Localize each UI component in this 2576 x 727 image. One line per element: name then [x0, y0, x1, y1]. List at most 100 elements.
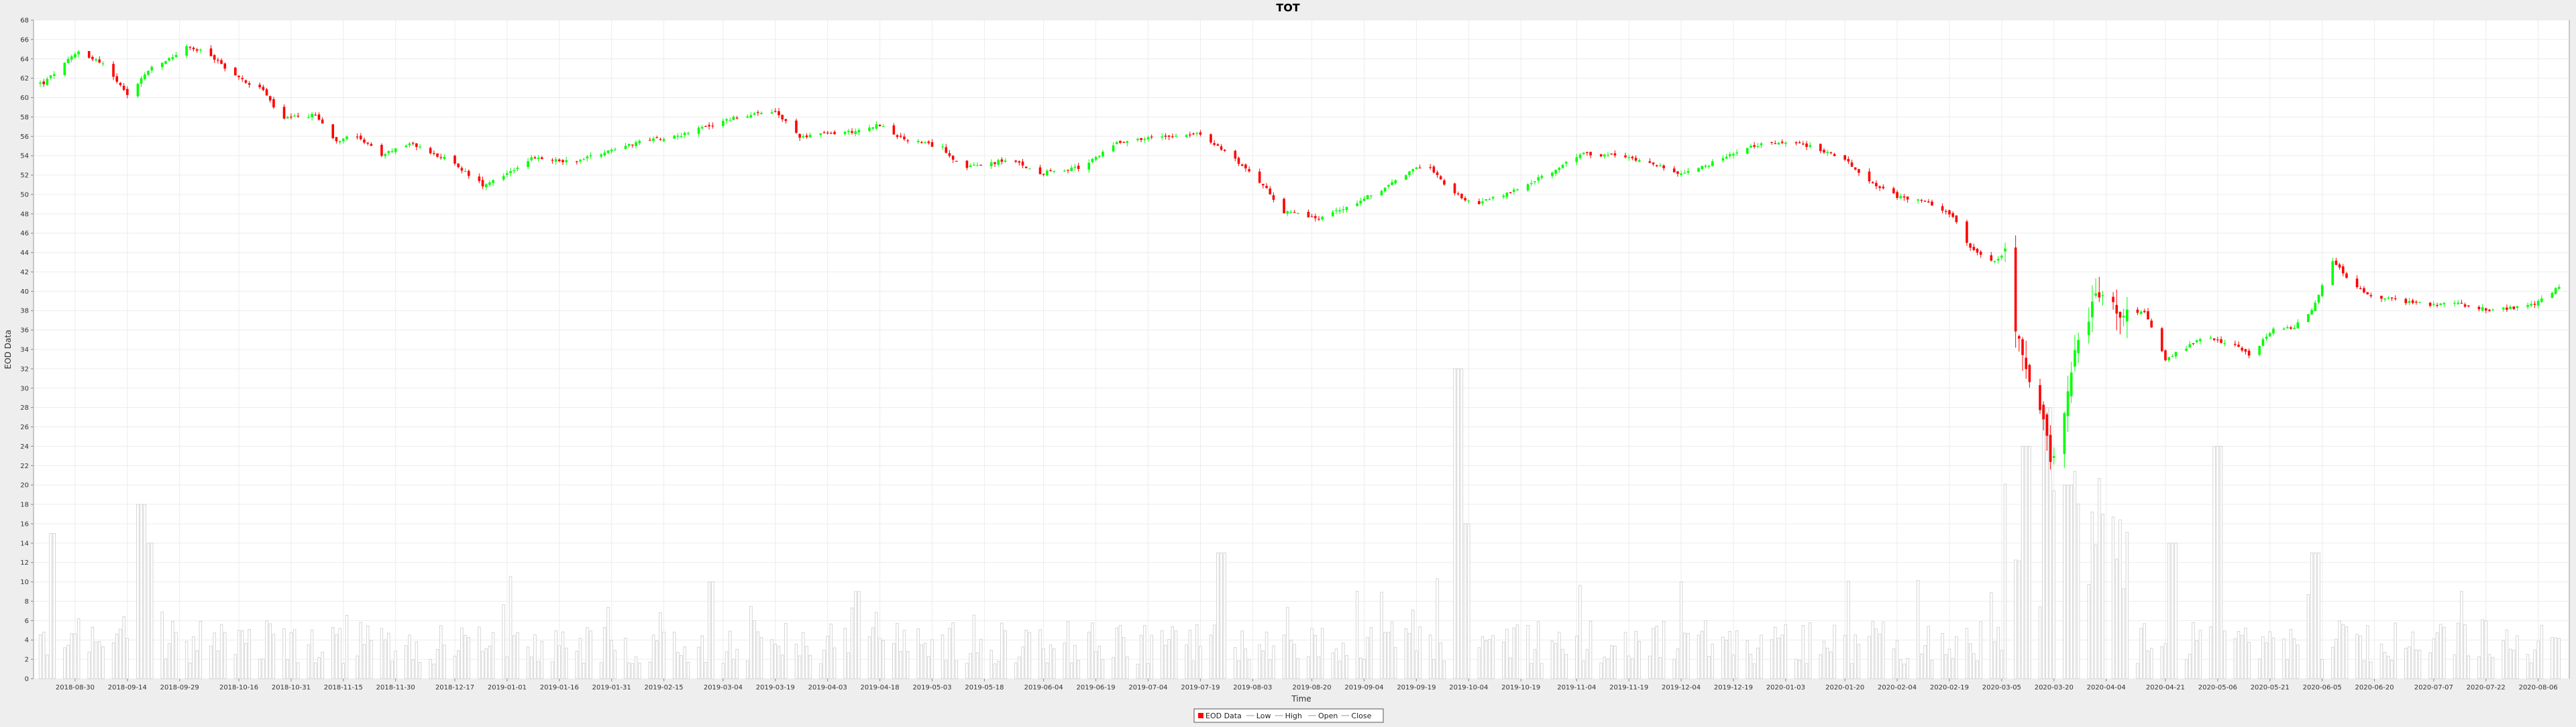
volume-bar: [662, 632, 665, 679]
y-tick-label: 4: [25, 637, 29, 645]
candle-body: [1028, 168, 1031, 170]
candle-body: [798, 133, 801, 138]
candle-body: [1966, 221, 1968, 243]
volume-bars: [38, 368, 2561, 679]
candle-body: [659, 139, 662, 140]
candle-body: [655, 137, 659, 139]
volume-bar: [1258, 645, 1261, 679]
volume-bar: [2003, 484, 2007, 679]
volume-bar: [2038, 606, 2042, 679]
candle-body: [2453, 302, 2456, 304]
volume-bar: [533, 634, 537, 679]
volume-bar: [2171, 543, 2174, 679]
volume-bar: [676, 652, 680, 679]
candle-body: [516, 167, 519, 170]
candle-body: [1976, 248, 1979, 253]
candle-body: [979, 164, 983, 166]
volume-bar: [1199, 646, 1202, 679]
volume-bar: [443, 645, 446, 679]
candle-body: [209, 48, 213, 56]
candle-body: [2087, 321, 2090, 335]
candle-body: [1951, 213, 1954, 217]
candle-body: [1119, 141, 1122, 143]
volume-bar: [1868, 636, 1871, 679]
volume-bar: [1359, 657, 1362, 679]
candle-body: [387, 151, 390, 154]
candle-body: [2042, 404, 2045, 420]
volume-bar: [411, 659, 415, 679]
volume-bar: [453, 655, 457, 679]
volume-bar: [1436, 578, 1439, 679]
volume-bar: [1174, 630, 1178, 679]
volume-bar: [996, 661, 1000, 679]
candle-body: [575, 161, 578, 162]
y-tick-label: 40: [20, 288, 29, 296]
volume-bar: [125, 638, 129, 679]
candle-body: [606, 150, 610, 154]
volume-bar: [481, 651, 484, 679]
candle-body: [63, 62, 66, 76]
candle-body: [1770, 142, 1773, 144]
volume-bar: [435, 649, 439, 679]
volume-bar: [1902, 663, 1906, 679]
y-tick-label: 20: [20, 482, 29, 490]
volume-bar: [1460, 368, 1464, 679]
volume-bar: [1265, 632, 1269, 679]
candle-body: [2074, 350, 2076, 367]
candle-body: [2004, 248, 2006, 251]
candle-body: [2334, 260, 2338, 265]
candle-body: [1990, 255, 1993, 261]
volume-bar: [1296, 658, 1300, 679]
candle-body: [969, 165, 972, 168]
candle-body: [1683, 172, 1686, 174]
candle-body: [1948, 210, 1951, 215]
candle-body: [649, 139, 651, 141]
volume-bar: [2310, 552, 2314, 679]
candle-body: [2268, 333, 2271, 337]
volume-bar: [1307, 656, 1310, 679]
candle-body: [1140, 137, 1142, 140]
volume-bar: [1122, 637, 1126, 679]
volume-bar: [1171, 626, 1175, 679]
candle-body: [1453, 183, 1456, 194]
y-tick-label: 62: [20, 75, 29, 82]
volume-bar: [209, 645, 213, 679]
volume-bar: [1045, 662, 1049, 679]
volume-bar: [564, 647, 568, 679]
candle-body: [2234, 343, 2237, 345]
x-tick-label: 2019-12-04: [1662, 684, 1701, 691]
volume-bar: [1331, 653, 1334, 679]
candle-body: [2220, 339, 2222, 343]
candle-body: [1070, 168, 1073, 172]
y-tick-label: 46: [20, 230, 29, 237]
x-tick-label: 2019-03-04: [704, 684, 743, 691]
candle-body: [136, 83, 140, 97]
candle-body: [1345, 207, 1348, 210]
candle-body: [1223, 150, 1226, 151]
volume-bar: [1847, 581, 1850, 679]
volume-bar: [881, 640, 885, 679]
candle-body: [2408, 301, 2411, 303]
y-tick-label: 50: [20, 191, 29, 199]
x-tick-label: 2020-03-20: [2035, 684, 2074, 691]
volume-bar: [331, 627, 335, 679]
x-tick-label: 2019-07-19: [1181, 684, 1220, 691]
volume-bar: [2139, 628, 2143, 679]
candle-body: [1502, 195, 1505, 197]
candle-body: [1415, 167, 1418, 170]
candle-body: [903, 136, 906, 139]
volume-bar: [2195, 640, 2198, 679]
candle-body: [1843, 155, 1846, 160]
candle-body: [1237, 158, 1240, 164]
volume-bar: [697, 647, 700, 679]
volume-bar: [732, 659, 735, 679]
candle-body: [1686, 171, 1690, 173]
volume-bar: [91, 626, 95, 679]
candle-body: [708, 125, 710, 127]
candle-body: [1366, 194, 1369, 199]
volume-bar: [2320, 659, 2324, 679]
candle-body: [2342, 266, 2345, 274]
candle-body: [1456, 193, 1460, 194]
volume-bar: [1418, 626, 1421, 679]
volume-bar: [1874, 628, 1878, 679]
